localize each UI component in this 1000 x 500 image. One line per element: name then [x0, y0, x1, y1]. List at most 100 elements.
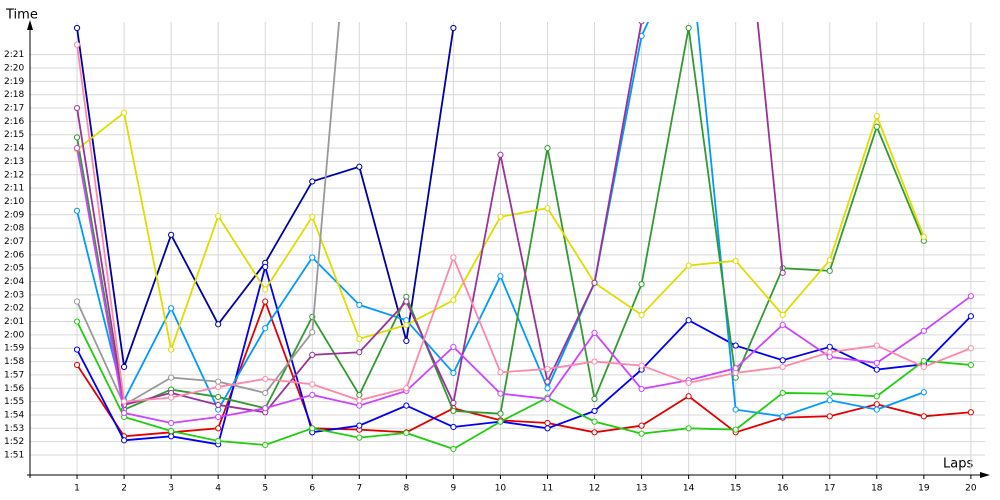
point — [215, 425, 222, 432]
y-tick-label: 2:01 — [4, 317, 24, 327]
point — [544, 365, 551, 373]
point — [120, 409, 128, 417]
y-tick-label: 2:21 — [4, 50, 24, 60]
point — [403, 298, 410, 305]
y-tick-label: 2:08 — [4, 224, 24, 234]
y-tick-label: 1:57 — [4, 370, 24, 380]
x-tick-label: 13 — [636, 484, 647, 494]
point — [779, 311, 786, 318]
point — [497, 151, 504, 158]
point — [826, 257, 833, 264]
point — [591, 279, 598, 286]
point — [544, 385, 551, 392]
point — [967, 313, 974, 320]
point — [497, 390, 504, 397]
y-tick-label: 2:10 — [4, 197, 24, 207]
y-tick-label: 2:18 — [4, 90, 24, 100]
point — [168, 305, 175, 312]
point — [826, 390, 833, 397]
x-tick-label: 1 — [74, 484, 80, 494]
point — [356, 422, 363, 429]
point — [120, 437, 128, 444]
y-tick-label: 1:58 — [4, 357, 24, 367]
point — [450, 297, 457, 304]
point — [450, 423, 457, 431]
point — [215, 321, 222, 328]
point — [73, 104, 81, 112]
x-axis-arrow — [980, 472, 990, 478]
x-tick-label: 5 — [262, 484, 268, 494]
point — [638, 362, 645, 369]
x-tick-label: 18 — [871, 484, 883, 494]
point — [309, 391, 316, 399]
point — [120, 109, 128, 116]
point — [779, 357, 786, 364]
point — [73, 361, 81, 369]
y-tick-label: 2:05 — [4, 264, 24, 274]
point — [215, 383, 222, 391]
point — [826, 349, 833, 356]
y-tick-label: 1:51 — [4, 450, 24, 460]
point — [262, 389, 269, 397]
point — [403, 385, 410, 392]
point — [873, 359, 880, 367]
point — [450, 254, 457, 261]
point — [544, 144, 551, 152]
point — [450, 399, 457, 407]
point — [591, 429, 598, 436]
point — [685, 379, 692, 387]
point — [262, 375, 269, 383]
y-tick-label: 2:11 — [4, 184, 24, 194]
point — [356, 402, 363, 409]
point — [544, 395, 551, 403]
x-tick-label: 12 — [589, 484, 600, 494]
point — [73, 318, 81, 325]
point — [732, 257, 739, 264]
x-tick-label: 16 — [777, 484, 789, 494]
y-tick-label: 1:52 — [4, 437, 24, 447]
x-tick-label: 20 — [965, 484, 977, 494]
y-tick-label: 2:04 — [4, 277, 24, 287]
point — [638, 430, 645, 437]
point — [356, 335, 363, 342]
point — [73, 144, 81, 152]
point — [967, 345, 974, 352]
point — [779, 413, 786, 420]
point — [967, 361, 974, 369]
point — [309, 381, 316, 388]
point — [403, 337, 410, 344]
point — [168, 427, 175, 435]
point — [356, 391, 363, 399]
point — [685, 317, 692, 324]
point — [544, 378, 551, 385]
point — [967, 293, 974, 300]
point — [544, 205, 551, 212]
point — [215, 393, 222, 401]
point — [450, 445, 457, 453]
series-line — [76, 22, 784, 414]
point — [779, 389, 786, 397]
x-tick-label: 10 — [495, 484, 507, 494]
point — [873, 342, 880, 349]
point — [73, 298, 81, 305]
point — [826, 343, 833, 351]
point — [732, 426, 739, 433]
point — [356, 163, 363, 170]
point — [638, 311, 645, 318]
point — [638, 281, 645, 288]
point — [309, 213, 316, 220]
point — [262, 405, 269, 412]
point — [73, 207, 81, 214]
point — [873, 406, 880, 413]
point — [779, 269, 786, 276]
y-tick-label: 1:59 — [4, 344, 24, 354]
point — [73, 24, 81, 32]
point — [262, 263, 269, 270]
point — [873, 123, 880, 130]
y-tick-label: 2:15 — [4, 130, 24, 140]
point — [309, 254, 316, 261]
series-line — [76, 298, 971, 438]
point — [826, 413, 833, 420]
point — [920, 413, 927, 420]
